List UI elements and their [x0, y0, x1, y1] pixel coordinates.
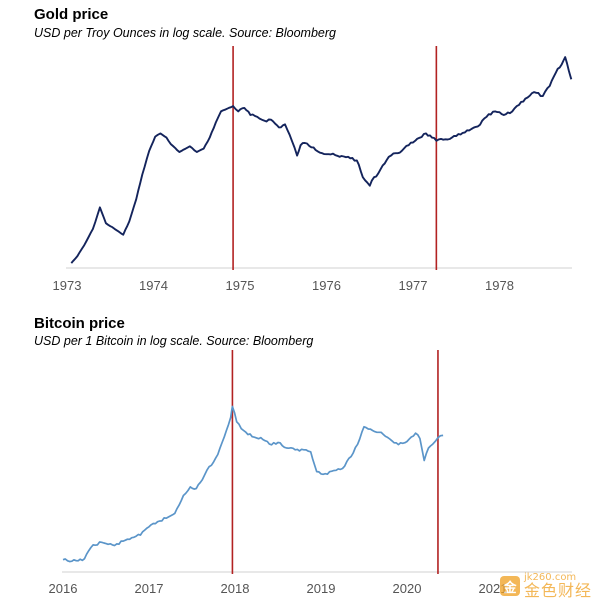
x-tick-label: 1976: [312, 278, 341, 293]
x-tick-label: 2019: [307, 581, 336, 596]
x-tick-label: 1978: [485, 278, 514, 293]
bitcoin-chart-svg: 2016 2017 2018 2019 2020 2021: [49, 350, 572, 596]
x-tick-label: 1973: [53, 278, 82, 293]
gold-chart-svg: 1973 1974 1975 1976 1977 1978: [53, 46, 573, 293]
watermark-site: jk260.com: [523, 572, 577, 583]
x-tick-label: 2020: [393, 581, 422, 596]
series-line: [62, 405, 444, 563]
chart-title: Gold price: [34, 6, 109, 23]
watermark-logo-icon: 金: [499, 576, 520, 596]
chart-title: Bitcoin price: [34, 315, 125, 332]
gold-chart-panel: Gold price USD per Troy Ounces in log sc…: [0, 0, 600, 300]
x-tick-label: 1975: [226, 278, 255, 293]
x-tick-label: 2018: [221, 581, 250, 596]
x-tick-label: 1977: [399, 278, 428, 293]
chart-subtitle: USD per Troy Ounces in log scale. Source…: [34, 26, 336, 40]
x-tick-label: 2016: [49, 581, 78, 596]
watermark: 金 jk260.com 金色财经: [499, 572, 592, 600]
x-tick-label: 1974: [139, 278, 168, 293]
bitcoin-chart-panel: Bitcoin price USD per 1 Bitcoin in log s…: [0, 310, 600, 607]
chart-subtitle: USD per 1 Bitcoin in log scale. Source: …: [34, 334, 314, 348]
series-line: [70, 56, 573, 264]
watermark-name: 金色财经: [523, 581, 592, 600]
x-tick-label: 2017: [135, 581, 164, 596]
